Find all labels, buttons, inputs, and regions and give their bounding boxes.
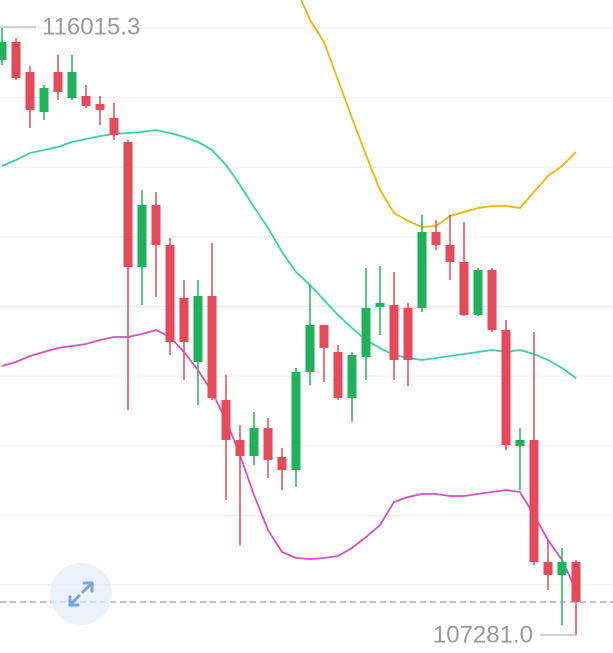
candle-body [0,41,7,61]
candle-body [459,262,469,315]
candle-body [487,270,497,331]
candle-body [529,439,539,563]
band-line [1,329,577,591]
candle-body [67,71,77,99]
candle-body [375,303,385,307]
candle-body [445,245,455,263]
candle-body [389,305,399,361]
candle-body [25,71,35,110]
candle-body [557,562,567,576]
candle-body [291,371,301,470]
candle-body [571,562,581,602]
candle-body [277,456,287,470]
candle-body [109,117,119,135]
candle-body [151,204,161,246]
expand-button[interactable] [50,563,112,625]
candle-body [235,439,245,457]
candle-body [403,308,413,361]
candle-body [165,245,175,342]
candle-body [179,297,189,342]
candle-body [11,41,21,79]
candle-body [193,295,203,363]
high-marker-label: 116015.3 [42,13,140,40]
band-line [300,0,577,228]
candle-body [263,428,273,460]
candle-body [473,270,483,315]
candle-body [431,232,441,246]
candle-body [207,295,217,399]
candle-body [137,204,147,268]
candle-body [347,355,357,399]
candle-body [39,87,49,113]
candle-body [417,232,427,309]
candle-body [515,439,525,446]
candle-body [319,325,329,348]
candle-body [543,562,553,576]
candle-body [305,325,315,372]
expand-icon [68,581,94,607]
candle-body [53,71,63,93]
candle-body [333,352,343,399]
candle-body [501,330,511,446]
candle-body [123,142,133,268]
band-line [1,129,577,379]
low-marker-label: 107281.0 [433,621,533,648]
candle-body [221,399,231,440]
candle-body [95,103,105,110]
candle-body [361,308,371,358]
candle-body [249,428,259,457]
candle-body [81,95,91,107]
